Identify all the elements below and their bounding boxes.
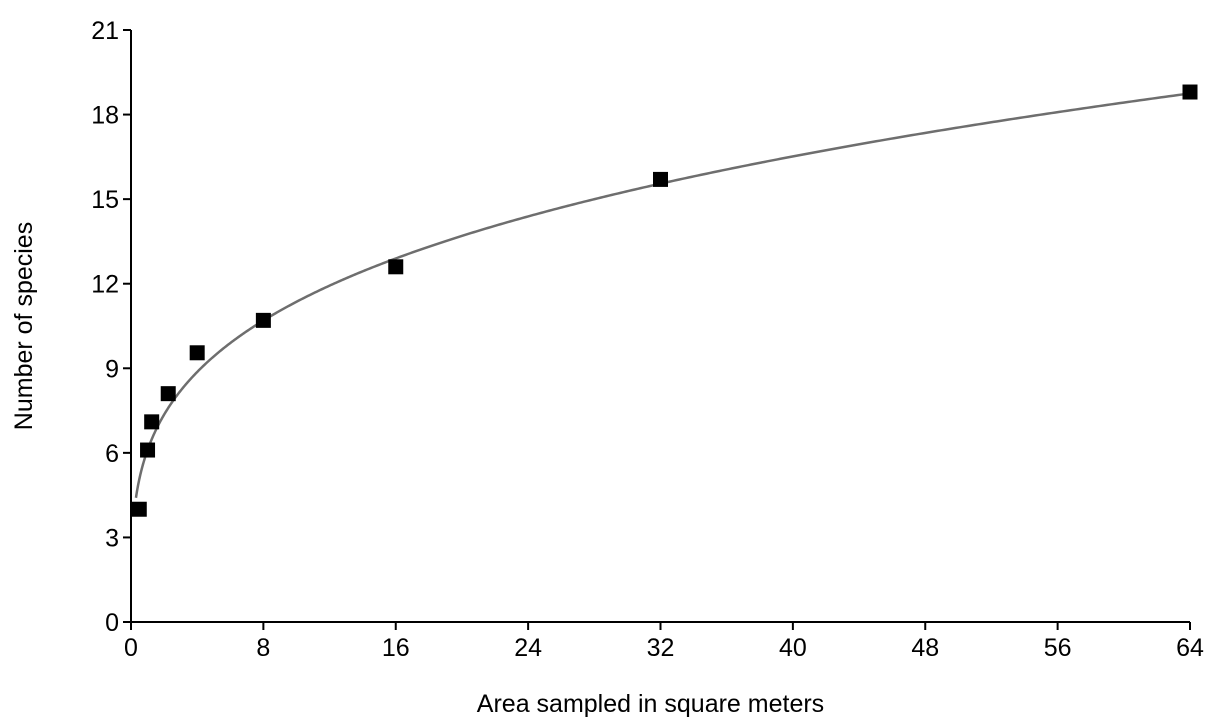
y-tick-label: 9	[105, 355, 119, 383]
data-point	[160, 386, 176, 402]
y-axis-ticks: 0 3 6 9 12 15 18 21	[91, 17, 131, 637]
data-point	[140, 442, 156, 458]
x-tick-label: 8	[256, 634, 270, 662]
y-tick-label: 18	[91, 102, 119, 130]
data-point	[255, 312, 271, 328]
data-point	[653, 171, 668, 187]
x-tick-label: 48	[911, 634, 939, 662]
x-tick-label: 64	[1176, 634, 1204, 662]
x-tick-label: 16	[382, 634, 410, 662]
x-axis-title: Area sampled in square meters	[477, 690, 824, 718]
data-point	[388, 259, 404, 275]
data-point	[131, 501, 147, 517]
y-tick-label: 0	[105, 609, 119, 637]
y-tick-label: 12	[91, 271, 119, 299]
y-tick-label: 15	[91, 186, 119, 214]
y-tick-label: 3	[105, 524, 119, 552]
data-point	[144, 414, 160, 430]
x-tick-label: 56	[1044, 634, 1072, 662]
fit-curve	[134, 92, 1191, 499]
y-tick-label: 6	[105, 440, 119, 468]
x-tick-label: 24	[514, 634, 542, 662]
x-tick-label: 40	[779, 634, 807, 662]
data-points	[131, 84, 1198, 517]
y-tick-label: 21	[91, 17, 119, 45]
x-tick-label: 0	[124, 634, 138, 662]
data-point	[1182, 84, 1198, 100]
y-axis-title: Number of species	[10, 222, 38, 430]
x-axis-ticks: 0 8 16 24 32 40 48 56 64	[124, 622, 1204, 662]
data-point	[189, 345, 205, 361]
x-tick-label: 32	[647, 634, 675, 662]
